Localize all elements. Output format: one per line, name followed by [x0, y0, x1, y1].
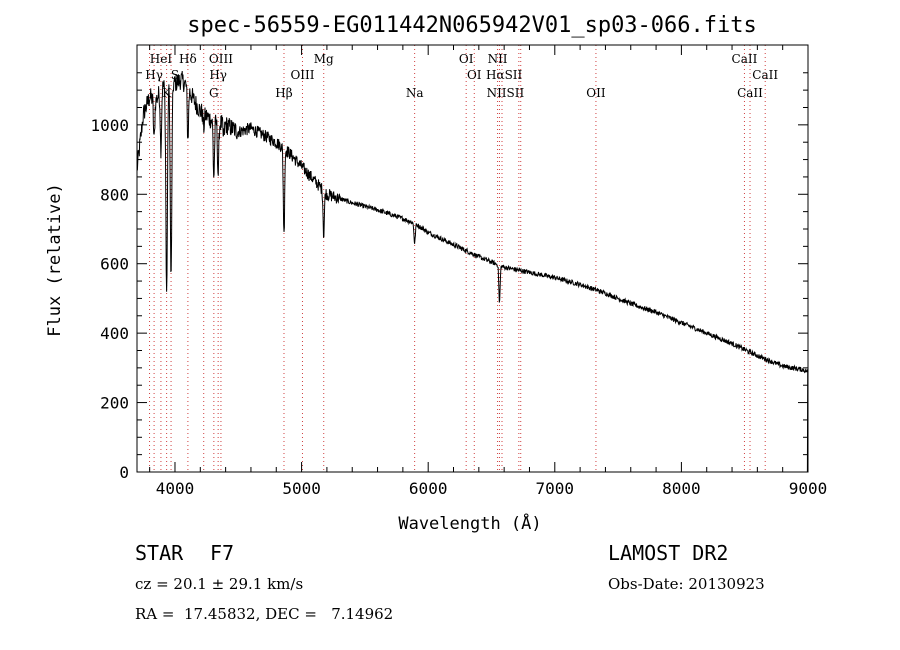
x-axis-label: Wavelength (Å) [398, 512, 541, 534]
y-tick-label: 600 [100, 255, 129, 274]
x-tick-label: 6000 [409, 479, 448, 498]
y-tick-label: 0 [119, 463, 129, 482]
x-tick-label: 7000 [536, 479, 575, 498]
observation-date: Obs-Date: 20130923 [608, 575, 765, 593]
x-tick-label: 9000 [789, 479, 828, 498]
survey-name: LAMOST DR2 [608, 541, 729, 565]
line-marker-label: CaII [737, 86, 763, 100]
line-marker-label: HeI [150, 52, 173, 66]
line-marker-label: NII [488, 52, 508, 66]
line-marker-label: Hγ [145, 68, 163, 82]
sky-coordinates: RA = 17.45832, DEC = 7.14962 [135, 605, 394, 623]
x-tick-label: 4000 [156, 479, 195, 498]
line-marker-label: OI [459, 52, 474, 66]
object-type: STAR [135, 541, 184, 565]
line-marker-label: S [171, 68, 179, 82]
y-axis-label: Flux (relative) [45, 183, 65, 337]
y-tick-label: 800 [100, 185, 129, 204]
x-tick-label: 5000 [282, 479, 321, 498]
y-tick-label: 200 [100, 394, 129, 413]
redshift-cz: cz = 20.1 ± 29.1 km/s [135, 575, 304, 593]
spectral-subclass: F7 [210, 541, 235, 565]
line-marker-label: Hγ [209, 68, 227, 82]
chart-title: spec-56559-EG011442N065942V01_sp03-066.f… [187, 13, 757, 38]
axis-tick-labels: 4000 5000 6000 7000 8000 9000 0 200 400 600 800 100… [90, 116, 827, 498]
line-marker-label: OII [586, 86, 606, 100]
line-marker-label: Mg [314, 52, 334, 66]
spectrum-series-line [136, 70, 809, 473]
x-tick-label: 8000 [662, 479, 701, 498]
line-marker-label: OIII [290, 68, 314, 82]
line-markers [149, 45, 766, 472]
plot-frame [136, 44, 809, 473]
line-marker-label: NIISII [487, 86, 525, 100]
y-tick-label: 1000 [90, 116, 129, 135]
line-marker-label: Hβ [275, 86, 292, 100]
axis-ticks [137, 45, 809, 473]
line-marker-label: OIII [209, 52, 233, 66]
line-marker-label: HαSII [486, 68, 523, 82]
line-marker-label: Na [406, 86, 424, 100]
line-marker-label: Hδ [179, 52, 197, 66]
plot-border [136, 44, 809, 473]
line-marker-label: OI [467, 68, 482, 82]
line-marker-label: CaII [752, 68, 778, 82]
y-tick-label: 400 [100, 324, 129, 343]
line-marker-label: CaII [732, 52, 758, 66]
line-marker-label: G [209, 86, 219, 100]
line-marker-label: K [162, 86, 172, 100]
